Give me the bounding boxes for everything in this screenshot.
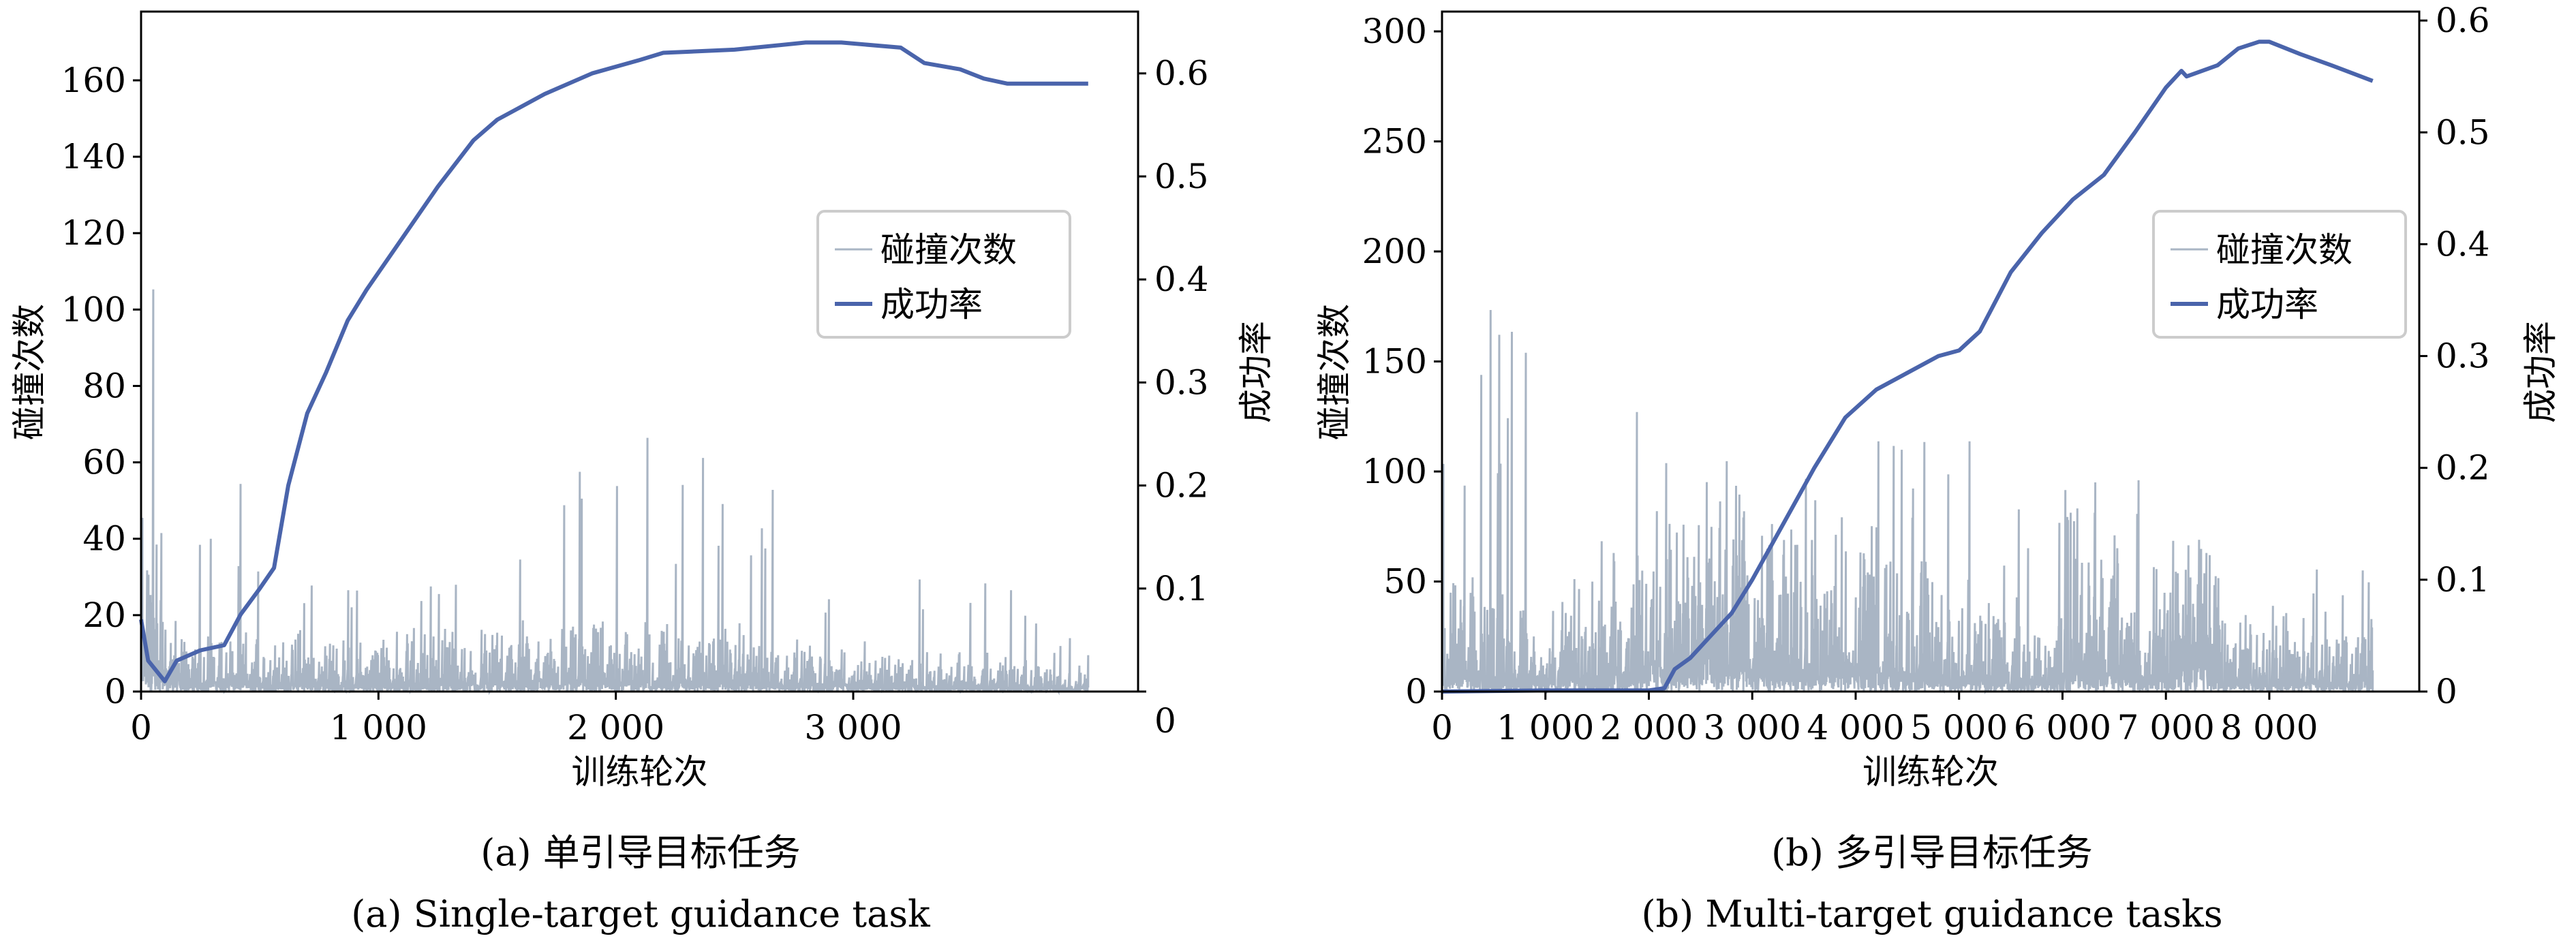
x-tick-label: 1 000 — [330, 708, 427, 747]
x-tick-label: 4 000 — [1807, 708, 1904, 747]
x-tick-label: 2 000 — [1600, 708, 1698, 747]
y-tick-label: 80 — [82, 366, 126, 405]
x-tick-label: 5 000 — [1910, 708, 2008, 747]
x-tick-label: 0 — [1431, 708, 1453, 747]
y-tick-label: 40 — [82, 519, 126, 559]
caption-a-chinese: (a) 单引导目标任务 — [480, 831, 801, 874]
x-tick-label: 0 — [130, 708, 152, 747]
y2-axis-label: 成功率 — [1236, 321, 1276, 423]
y-tick-label: 0 — [104, 672, 126, 711]
y2-tick-label: 0.1 — [1154, 569, 1209, 608]
x-tick-label: 2 000 — [567, 708, 664, 747]
y2-axis-label: 成功率 — [2521, 321, 2560, 423]
y2-tick-label: 0.6 — [1154, 54, 1209, 93]
legend-collision-label: 碰撞次数 — [880, 230, 1017, 270]
y-axis-label: 碰撞次数 — [10, 304, 49, 440]
legend-collision-label: 碰撞次数 — [2216, 230, 2352, 270]
x-tick-label: 6 000 — [2014, 708, 2111, 747]
legend-success-label: 成功率 — [2216, 285, 2318, 324]
panel-b-chart: 0 1 000 2 000 3 000 4 000 5 000 6 000 7 000 8 00… — [1315, 1, 2560, 792]
x-tick-label: 3 000 — [804, 708, 902, 747]
y2-tick-label: 0.2 — [1154, 466, 1209, 506]
y-tick-label: 100 — [61, 290, 126, 329]
y2-tick-label: 0.5 — [1154, 157, 1209, 196]
y2-tick-label: 0.1 — [2436, 560, 2490, 600]
y2-tick-label: 0 — [2436, 672, 2457, 711]
legend-box — [816, 210, 1071, 339]
y-tick-label: 160 — [61, 61, 126, 100]
caption-b-english: (b) Multi-target guidance tasks — [1641, 893, 2222, 935]
y-tick-label: 250 — [1362, 122, 1427, 161]
y2-tick-label: 0.3 — [2436, 337, 2490, 376]
y2-tick-label: 0.2 — [2436, 448, 2490, 488]
panel-a-chart: 0 1 000 2 000 3 000 0 20 40 60 80 100 120 140 160 0 0.… — [10, 10, 1276, 792]
collision-count-series — [1441, 309, 2374, 695]
x-tick-label: 1 000 — [1497, 708, 1594, 747]
y-tick-label: 140 — [61, 137, 126, 176]
legend-success-label: 成功率 — [880, 285, 983, 324]
legend-box — [2152, 210, 2407, 339]
y-tick-label: 0 — [1405, 672, 1427, 711]
y-tick-label: 300 — [1362, 12, 1427, 51]
plot-frame — [140, 10, 1139, 693]
y-tick-label: 150 — [1362, 342, 1427, 382]
y-tick-label: 120 — [61, 213, 126, 253]
y2-tick-label: 0.4 — [2436, 224, 2490, 264]
x-tick-label: 3 000 — [1704, 708, 1801, 747]
caption-a-english: (a) Single-target guidance task — [351, 893, 931, 935]
success-rate-series — [1441, 40, 2374, 694]
y-tick-label: 50 — [1383, 562, 1427, 602]
y-tick-label: 60 — [82, 443, 126, 482]
plot-frame — [1441, 10, 2421, 693]
y-tick-label: 200 — [1362, 232, 1427, 271]
y2-tick-label: 0.3 — [1154, 362, 1209, 402]
y-tick-label: 100 — [1362, 452, 1427, 491]
x-tick-label: 8 000 — [2220, 708, 2318, 747]
y2-tick-label: 0.6 — [2436, 1, 2490, 40]
y2-tick-label: 0.5 — [2436, 112, 2490, 152]
y2-tick-label: 0 — [1154, 701, 1176, 741]
y-tick-label: 20 — [82, 595, 126, 635]
y-axis-label: 碰撞次数 — [1315, 304, 1354, 440]
x-axis-label: 训练轮次 — [1862, 752, 1999, 792]
collision-count-series — [140, 289, 1090, 696]
x-axis-label: 训练轮次 — [572, 752, 708, 792]
success-rate-series — [139, 40, 1088, 683]
y2-tick-label: 0.4 — [1154, 260, 1209, 299]
caption-b-chinese: (b) 多引导目标任务 — [1771, 831, 2093, 874]
x-tick-label: 7 000 — [2117, 708, 2215, 747]
